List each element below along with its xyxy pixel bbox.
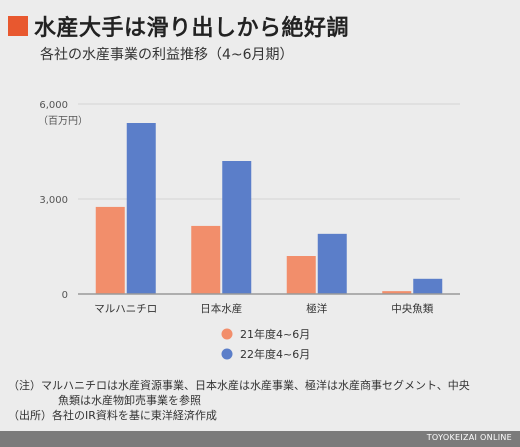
legend-label: 22年度4~6月: [240, 347, 310, 361]
y-tick-label: 0: [62, 290, 68, 301]
bar-22: [413, 278, 443, 294]
chart-subtitle: 各社の水産事業の利益推移（4~6月期）: [40, 47, 294, 63]
y-unit-label: （百万円）: [38, 115, 88, 127]
bar-21: [191, 225, 221, 294]
legend-marker: [221, 348, 233, 360]
note-line-1: （注）マルハニチロは水産資源事業、日本水産は水産事業、極洋は水産商事セグメント、…: [8, 379, 470, 392]
footer-bar: TOYOKEIZAI ONLINE: [0, 431, 520, 447]
bar-22: [222, 161, 252, 294]
y-tick-label: 6,000: [39, 100, 68, 111]
y-tick-label: 3,000: [39, 195, 68, 206]
chart-title: 水産大手は滑り出しから絶好調: [34, 16, 350, 41]
title-row: 水産大手は滑り出しから絶好調: [8, 10, 349, 42]
legend-label: 21年度4~6月: [240, 327, 310, 341]
footer-source: TOYOKEIZAI ONLINE: [426, 433, 512, 442]
bar-22: [317, 233, 347, 294]
notes: （注）マルハニチロは水産資源事業、日本水産は水産事業、極洋は水産商事セグメント、…: [8, 378, 513, 423]
x-category-label: マルハニチロ: [94, 303, 157, 315]
title-marker: [8, 16, 28, 36]
x-category-label: 日本水産: [200, 302, 242, 315]
bar-21: [382, 291, 412, 294]
x-category-label: 中央魚類: [391, 302, 433, 315]
bar-21: [286, 256, 316, 294]
x-category-label: 極洋: [306, 302, 327, 315]
source-note: （出所）各社のIR資料を基に東洋経済作成: [8, 409, 217, 422]
legend-marker: [221, 328, 233, 340]
bar-22: [126, 123, 156, 294]
note-line-2: 魚類は水産物卸売事業を参照: [58, 394, 201, 407]
bar-21: [95, 206, 125, 294]
bar-chart: 0 3,000 6,000 （百万円） マルハニチロ 日本水産 極洋 中央魚類 21年度4~6月…: [38, 100, 460, 361]
